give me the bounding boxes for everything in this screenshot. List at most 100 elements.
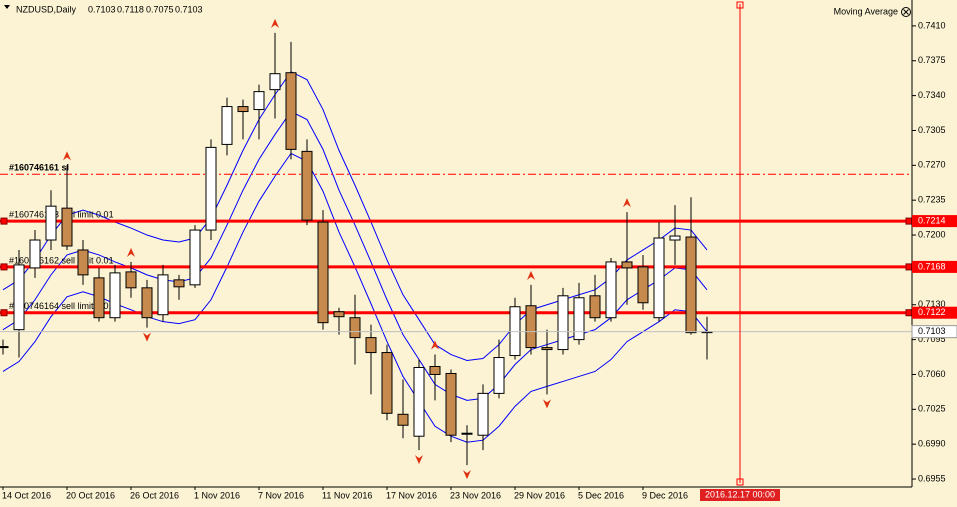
header-high: 0.7118 xyxy=(117,4,144,14)
candle-body xyxy=(29,239,41,269)
fractal-down xyxy=(143,332,151,342)
chart-title: NZDUSD,Daily xyxy=(16,4,77,14)
price-box xyxy=(912,215,957,228)
order-handle xyxy=(0,309,8,317)
fractal-up xyxy=(431,340,439,350)
cursor-label: 2016.12.17 00:00 xyxy=(705,489,775,499)
cursor-handle xyxy=(736,478,744,486)
candle-body xyxy=(189,229,201,286)
plot-area: #160746161 sl #160746163 sell limit 0.01 #… xyxy=(0,18,912,480)
candle-body xyxy=(365,337,377,354)
candle-body xyxy=(429,365,441,375)
header-close: 0.7103 xyxy=(175,4,203,14)
candle-body xyxy=(477,392,489,436)
x-tick-label: 20 Oct 2016 xyxy=(66,490,115,500)
header-low: 0.7075 xyxy=(146,4,174,14)
order-label: #160746163 sell limit 0.01 xyxy=(9,209,114,219)
candle-body xyxy=(381,352,393,414)
candle-body xyxy=(445,372,457,436)
y-tick-label: 0.7200 xyxy=(918,229,946,239)
y-tick-label: 0.7130 xyxy=(918,299,946,309)
candle-body xyxy=(573,297,585,341)
y-tick-label: 0.7235 xyxy=(918,195,946,205)
fractal-up xyxy=(271,18,279,28)
y-tick-label: 0.6990 xyxy=(918,439,946,449)
cursor-box xyxy=(700,489,780,501)
candle-body xyxy=(0,346,9,349)
x-tick-label: 29 Nov 2016 xyxy=(514,490,565,500)
y-tick-label: 0.7305 xyxy=(918,125,946,135)
candle-body xyxy=(269,73,281,91)
price-box-label: 0.7168 xyxy=(918,261,946,271)
candle-body xyxy=(669,235,681,241)
order-label: #160746162 sell limit 0.01 xyxy=(9,255,114,265)
order-handle xyxy=(0,263,8,271)
fractal-up xyxy=(127,247,135,257)
x-tick-label: 17 Nov 2016 xyxy=(386,490,437,500)
candle-body xyxy=(301,150,313,221)
candle-body xyxy=(125,271,137,289)
x-tick-label: 26 Oct 2016 xyxy=(130,490,179,500)
indicator-close-icon[interactable] xyxy=(901,7,911,17)
candle-body xyxy=(333,311,345,318)
fractal-down xyxy=(543,399,551,409)
symbol-icon xyxy=(4,5,10,9)
order-handle xyxy=(905,217,912,225)
candle-body xyxy=(621,261,633,269)
candle-body xyxy=(557,295,569,351)
candle-body xyxy=(589,295,601,319)
y-tick-label: 0.6955 xyxy=(918,473,946,483)
indicator-label: Moving Average xyxy=(834,6,898,16)
cursor-handle xyxy=(736,1,744,9)
y-tick-label: 0.7270 xyxy=(918,160,946,170)
price-box-label: 0.7214 xyxy=(918,215,946,225)
candle-body xyxy=(205,146,217,231)
candle-body xyxy=(413,366,425,437)
candle-body xyxy=(685,236,697,334)
fractal-down xyxy=(463,470,471,480)
order-label: #160746161 sl xyxy=(9,163,69,173)
candle-body xyxy=(109,272,121,319)
candle-body xyxy=(45,205,57,241)
price-box-label: 0.7122 xyxy=(918,307,946,317)
candle-body xyxy=(525,305,537,349)
header-open: 0.7103 xyxy=(88,4,116,14)
candle-body xyxy=(157,274,169,316)
fractal-down xyxy=(415,455,423,465)
x-tick-label: 7 Nov 2016 xyxy=(258,490,304,500)
x-tick-label: 11 Nov 2016 xyxy=(322,490,372,500)
x-tick-label: 5 Dec 2016 xyxy=(578,490,624,500)
candle-body xyxy=(317,221,329,324)
indicator-close-cross xyxy=(903,9,909,15)
order-handle xyxy=(905,263,912,271)
candle-body xyxy=(237,106,249,113)
candle-body xyxy=(637,266,649,304)
candle-body xyxy=(653,237,665,319)
candle-body xyxy=(493,357,505,394)
candle-body xyxy=(93,277,105,319)
candle-body xyxy=(397,413,409,426)
candle-body xyxy=(173,279,185,288)
candle-body xyxy=(461,432,473,435)
order-label: #160746164 sell limit 0.01 xyxy=(9,301,114,311)
candle-body xyxy=(141,287,153,319)
y-tick-label: 0.7095 xyxy=(918,334,946,344)
candle-body xyxy=(61,207,73,247)
x-tick-label: 23 Nov 2016 xyxy=(450,490,501,500)
order-handle xyxy=(0,217,8,225)
candle-body xyxy=(541,347,553,351)
y-tick-label: 0.7060 xyxy=(918,369,946,379)
candle-body xyxy=(605,261,617,319)
candle-body xyxy=(285,72,297,150)
candle-body xyxy=(77,249,89,276)
y-tick-label: 0.7025 xyxy=(918,404,946,414)
fractal-up xyxy=(63,151,71,161)
y-tick-label: 0.7410 xyxy=(918,20,946,30)
ma-line xyxy=(2,71,708,362)
price-box xyxy=(912,260,957,273)
order-handle xyxy=(905,309,912,317)
price-box xyxy=(911,325,957,339)
candle-body xyxy=(221,106,233,145)
